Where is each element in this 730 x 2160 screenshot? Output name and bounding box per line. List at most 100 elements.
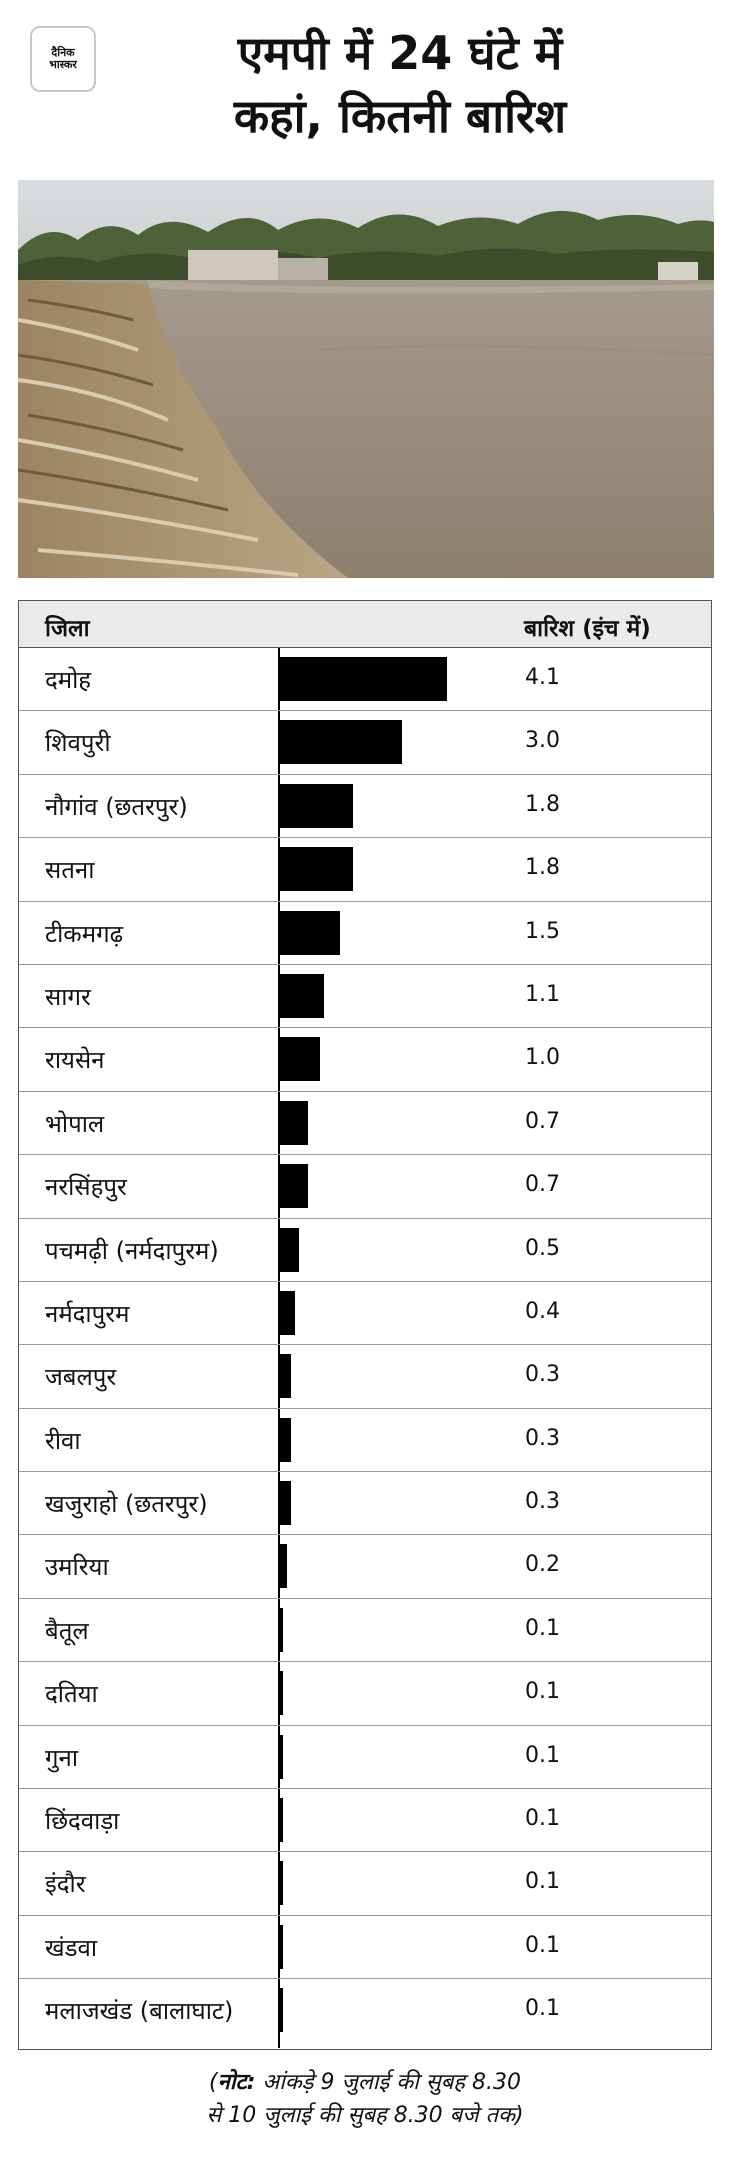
- title-line-1: एमपी में 24 घंटे में: [237, 26, 563, 80]
- table-row: गुना 0.1: [19, 1726, 711, 1790]
- district-name: पचमढ़ी (नर्मदापुरम): [45, 1236, 219, 1265]
- district-name: सतना: [45, 856, 95, 885]
- district-name: खंडवा: [45, 1933, 98, 1962]
- footnote-label: नोट:: [217, 2070, 256, 2095]
- rainfall-table: जिला बारिश (इंच में) दमोह 4.1 शिवपुरी 3.0 नौ…: [18, 600, 712, 2050]
- district-name: नर्मदापुरम: [45, 1299, 130, 1328]
- flood-photo-illustration: [18, 180, 714, 578]
- district-name: शिवपुरी: [45, 729, 111, 758]
- rainfall-bar: [279, 1481, 292, 1526]
- table-row: खंडवा 0.1: [19, 1916, 711, 1980]
- district-name: बैतूल: [45, 1616, 89, 1645]
- page-title: एमपी में 24 घंटे में कहां, कितनी बारिश: [120, 22, 680, 149]
- rainfall-value: 0.1: [525, 1806, 560, 1832]
- rainfall-value: 0.5: [525, 1235, 560, 1261]
- logo-line-2: भास्कर: [49, 58, 77, 71]
- flood-photo: [18, 180, 714, 578]
- rainfall-bar: [279, 1798, 284, 1843]
- district-name: सागर: [45, 982, 91, 1011]
- rainfall-value: 0.1: [525, 1869, 560, 1895]
- table-row: दतिया 0.1: [19, 1662, 711, 1726]
- table-header: जिला बारिश (इंच में): [19, 601, 711, 648]
- table-row: रायसेन 1.0: [19, 1028, 711, 1092]
- table-row: सतना 1.8: [19, 838, 711, 902]
- table-row: बैतूल 0.1: [19, 1599, 711, 1663]
- title-line-2: कहां, कितनी बारिश: [233, 89, 567, 144]
- district-name: जबलपुर: [45, 1363, 117, 1392]
- footnote-text-1: आंकड़े 9 जुलाई की सुबह 8.30: [255, 2070, 521, 2095]
- rainfall-bar: [279, 1290, 296, 1335]
- rainfall-value: 1.8: [525, 855, 560, 881]
- table-row: नरसिंहपुर 0.7: [19, 1155, 711, 1219]
- rainfall-value: 0.3: [525, 1362, 560, 1388]
- table-row: मलाजखंड (बालाघाट) 0.1: [19, 1979, 711, 2042]
- rainfall-bar: [279, 1988, 284, 2033]
- rainfall-bar: [279, 1417, 292, 1462]
- district-name: छिंदवाड़ा: [45, 1807, 120, 1836]
- district-name: रायसेन: [45, 1046, 105, 1075]
- rainfall-bar: [279, 1037, 320, 1082]
- rainfall-value: 0.1: [525, 1932, 560, 1958]
- rainfall-value: 0.3: [525, 1425, 560, 1451]
- district-name: दमोह: [45, 666, 92, 694]
- column-header-district: जिला: [45, 616, 90, 642]
- rainfall-bar: [279, 657, 447, 701]
- table-row: पचमढ़ी (नर्मदापुरम) 0.5: [19, 1219, 711, 1282]
- rainfall-bar: [279, 720, 402, 765]
- rainfall-value: 0.1: [525, 1679, 560, 1705]
- rainfall-value: 0.4: [525, 1298, 560, 1324]
- table-row: सागर 1.1: [19, 965, 711, 1029]
- district-name: मलाजखंड (बालाघाट): [45, 1997, 234, 2026]
- district-name: उमरिया: [45, 1553, 109, 1582]
- rainfall-bar: [279, 1861, 284, 1906]
- rainfall-value: 4.1: [525, 665, 560, 690]
- rainfall-value: 0.1: [525, 1996, 560, 2022]
- rainfall-bar: [279, 1100, 308, 1145]
- footnote-line-2: से 10 जुलाई की सुबह 8.30 बजे तक): [206, 2103, 524, 2128]
- table-row: इंदौर 0.1: [19, 1852, 711, 1916]
- district-name: खजुराहो (छतरपुर): [45, 1490, 208, 1519]
- rainfall-value: 1.8: [525, 791, 560, 817]
- table-row: जबलपुर 0.3: [19, 1345, 711, 1409]
- footnote-line-1: (नोट: आंकड़े 9 जुलाई की सुबह 8.30: [0, 2066, 730, 2099]
- rainfall-value: 0.1: [525, 1615, 560, 1641]
- rainfall-value: 1.1: [525, 981, 560, 1007]
- district-name: नौगांव (छतरपुर): [45, 792, 188, 821]
- table-row: शिवपुरी 3.0: [19, 711, 711, 775]
- district-name: गुना: [45, 1743, 79, 1772]
- rainfall-value: 0.1: [525, 1742, 560, 1768]
- table-row: नर्मदापुरम 0.4: [19, 1282, 711, 1346]
- rainfall-bar: [279, 847, 353, 892]
- rainfall-bar: [279, 1227, 300, 1272]
- table-row: उमरिया 0.2: [19, 1535, 711, 1599]
- rainfall-bar: [279, 1354, 292, 1399]
- rainfall-bar: [279, 1164, 308, 1209]
- rainfall-value: 0.3: [525, 1489, 560, 1515]
- table-row: टीकमगढ़ 1.5: [19, 902, 711, 965]
- logo-line-1: दैनिक: [51, 46, 75, 60]
- district-name: भोपाल: [45, 1109, 105, 1138]
- table-row: खजुराहो (छतरपुर) 0.3: [19, 1472, 711, 1536]
- district-name: इंदौर: [45, 1870, 86, 1899]
- rainfall-bar: [279, 1607, 284, 1652]
- rainfall-bar: [279, 1734, 284, 1779]
- bar-axis-line: [278, 648, 280, 2048]
- rainfall-value: 3.0: [525, 728, 560, 754]
- district-name: रीवा: [45, 1426, 81, 1455]
- district-name: नरसिंहपुर: [45, 1173, 127, 1202]
- rainfall-value: 1.5: [525, 918, 560, 944]
- table-row: नौगांव (छतरपुर) 1.8: [19, 775, 711, 839]
- rainfall-bar: [279, 1544, 288, 1589]
- table-row: छिंदवाड़ा 0.1: [19, 1789, 711, 1853]
- footnote: (नोट: आंकड़े 9 जुलाई की सुबह 8.30 से 10 …: [0, 2066, 730, 2132]
- rainfall-value: 0.7: [525, 1108, 560, 1134]
- rainfall-bar: [279, 973, 325, 1018]
- rainfall-bar: [279, 783, 353, 828]
- district-name: टीकमगढ़: [45, 919, 124, 948]
- rainfall-bar: [279, 1671, 284, 1716]
- footnote-open-paren: (: [209, 2070, 218, 2095]
- rainfall-value: 0.2: [525, 1552, 560, 1578]
- rainfall-value: 1.0: [525, 1045, 560, 1071]
- rainfall-bar: [279, 1924, 284, 1969]
- table-row: रीवा 0.3: [19, 1409, 711, 1473]
